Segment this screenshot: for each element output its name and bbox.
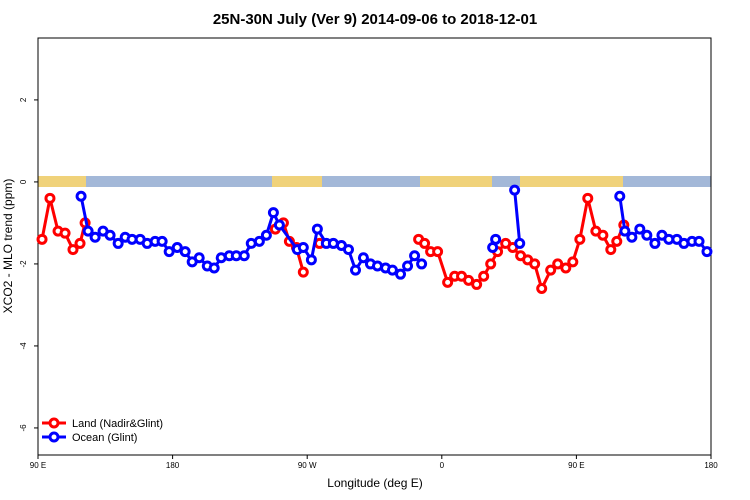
data-point [641,229,653,241]
data-point [614,190,626,202]
data-point [89,231,101,243]
x-tick-label: 90 E [30,461,46,470]
data-point [485,258,497,270]
y-axis-label: XCO2 - MLO trend (ppm) [1,179,15,314]
legend-label: Ocean (Glint) [72,432,137,444]
data-point [649,237,661,249]
data-point [619,225,631,237]
data-point [701,246,713,258]
data-point [529,258,541,270]
data-point [44,192,56,204]
data-point [693,235,705,247]
data-point [402,260,414,272]
y-tick-label: 2 [19,97,28,102]
y-tick-label: -2 [19,260,28,268]
data-point [432,246,444,258]
data-point [567,256,579,268]
x-tick-label: 180 [166,461,180,470]
data-point [75,190,87,202]
data-point [163,246,175,258]
data-point [350,264,362,276]
data-point [273,219,285,231]
ocean-band [38,176,711,187]
data-point [74,237,86,249]
data-point [582,192,594,204]
legend-swatch [48,431,60,443]
land-ocean-band [38,176,711,187]
data-point [514,237,526,249]
data-point [112,237,124,249]
data-point [193,252,205,264]
data-point [545,264,557,276]
data-point [59,227,71,239]
plot-frame [37,37,712,456]
data-point [156,235,168,247]
chart-title: 25N-30N July (Ver 9) 2014-09-06 to 2018-… [213,11,537,28]
data-point [611,235,623,247]
data-point [634,223,646,235]
data-point [267,207,279,219]
data-point [626,231,638,243]
x-tick-label: 0 [440,461,445,470]
data-point [386,264,398,276]
x-tick-label: 90 E [568,461,584,470]
y-tick-label: -6 [19,424,28,432]
data-point [536,283,548,295]
data-point [297,242,309,254]
land-band [420,176,492,187]
land-band [520,176,623,187]
data-point [574,233,586,245]
data-point [409,250,421,262]
data-point [238,250,250,262]
data-point [471,278,483,290]
data-point [104,229,116,241]
data-point [552,258,564,270]
data-point [416,258,428,270]
data-point [478,270,490,282]
data-point [67,244,79,256]
data-point [179,246,191,258]
data-point [253,235,265,247]
series [75,184,713,280]
data-point [171,242,183,254]
data-point [305,254,317,266]
data-point [419,237,431,249]
data-point [36,233,48,245]
data-point [509,184,521,196]
data-point [342,244,354,256]
data-point [208,262,220,274]
data-point [605,244,617,256]
data-point [311,223,323,235]
data-point [82,225,94,237]
data-point [463,274,475,286]
data-point [357,252,369,264]
data-point [442,276,454,288]
x-tick-label: 180 [704,461,718,470]
y-tick-label: -4 [19,342,28,350]
series-line [79,189,709,277]
x-tick-label: 90 W [298,461,317,470]
data-point [560,262,572,274]
data-point [490,233,502,245]
legend-swatch [48,417,60,429]
x-axis-label: Longitude (deg E) [327,476,422,490]
land-band [272,176,322,187]
data-point [395,268,407,280]
land-band [38,176,86,187]
data-point [597,229,609,241]
legend-label: Land (Nadir&Glint) [72,418,163,430]
data-point [297,266,309,278]
data-point [260,229,272,241]
y-tick-label: 0 [19,179,28,184]
